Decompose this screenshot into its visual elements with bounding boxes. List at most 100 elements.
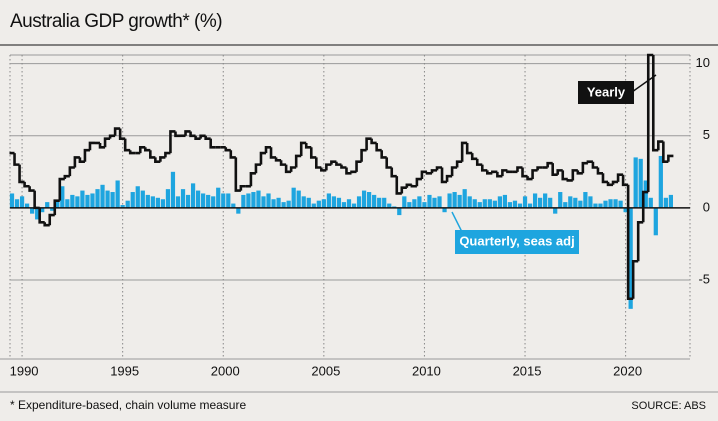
step-segment (551, 163, 558, 177)
bar (115, 180, 120, 208)
step-segment (113, 127, 121, 136)
bar (311, 203, 316, 208)
bar (457, 194, 462, 208)
bar (276, 197, 281, 208)
step-segment (63, 174, 70, 180)
bar (90, 193, 95, 208)
bar (402, 196, 407, 208)
bar (613, 199, 618, 208)
bar (538, 197, 543, 208)
step-segment (199, 134, 206, 139)
bar (452, 192, 457, 208)
step-segment (516, 166, 523, 172)
step-segment (621, 174, 629, 187)
x-tick-label: 2010 (412, 363, 441, 378)
step-segment (455, 160, 463, 168)
step-segment (279, 160, 287, 166)
step-segment (651, 55, 659, 152)
step-segment (395, 176, 402, 195)
bar (206, 194, 211, 208)
bar (422, 202, 427, 208)
bar (281, 202, 286, 208)
callout-pointer (631, 74, 657, 93)
step-segment (581, 161, 588, 174)
bar (377, 197, 382, 208)
step-segment (470, 153, 478, 161)
step-segment (43, 222, 50, 227)
bar (216, 187, 221, 208)
step-segment (98, 142, 106, 149)
bar (563, 202, 568, 208)
step-segment (405, 183, 412, 188)
bar (361, 190, 367, 208)
step-segment (108, 134, 116, 139)
bar (19, 196, 25, 208)
bar (301, 196, 306, 208)
step-segment (486, 170, 493, 175)
bar (236, 207, 241, 214)
bar (145, 194, 150, 208)
step-segment (239, 184, 246, 191)
bar (35, 207, 40, 220)
step-segment (103, 137, 111, 148)
bar (170, 171, 176, 208)
step-segment (269, 147, 277, 159)
bar (180, 189, 186, 208)
step-segment (335, 161, 342, 166)
bar (447, 193, 452, 208)
bar (427, 194, 432, 208)
step-segment (18, 164, 25, 184)
step-segment (123, 138, 131, 152)
step-segment (304, 142, 312, 149)
step-segment (224, 147, 231, 152)
bar (417, 196, 422, 208)
bar (165, 189, 171, 208)
x-tick-label: 2015 (513, 363, 542, 378)
bar (397, 207, 402, 216)
y-tick-label: -5 (698, 271, 710, 286)
step-segment (576, 170, 583, 175)
source: SOURCE: ABS (631, 400, 706, 412)
step-segment (616, 173, 624, 182)
legend-label: Quarterly, seas adj (459, 233, 574, 248)
bar (522, 196, 528, 208)
bar (175, 196, 181, 208)
step-segment (571, 169, 578, 181)
step-segment (430, 169, 438, 174)
step-segment (68, 166, 75, 177)
bar (543, 193, 548, 208)
bar (70, 194, 75, 208)
bar (387, 203, 392, 208)
step-segment (264, 146, 272, 154)
bar (226, 193, 231, 208)
bar (45, 202, 50, 208)
step-segment (143, 147, 151, 152)
bar (75, 196, 80, 208)
bar (266, 193, 271, 208)
step-segment (521, 167, 528, 178)
bar (155, 197, 160, 208)
callout-box (455, 230, 579, 254)
bar (482, 199, 487, 208)
bar (110, 192, 115, 208)
bar (30, 207, 35, 214)
bar (50, 207, 55, 211)
y-tick-label: 0 (703, 199, 710, 214)
step-segment (375, 142, 382, 152)
bar (367, 192, 372, 208)
series-callout: Quarterly, seas adj (451, 211, 579, 254)
step-segment (325, 163, 332, 171)
bar (643, 180, 648, 208)
bar (351, 203, 357, 208)
step-segment (596, 167, 603, 175)
step-segment (360, 148, 367, 162)
step-segment (249, 171, 256, 187)
bar (256, 190, 261, 208)
x-tick-label: 2020 (613, 363, 642, 378)
step-segment (48, 213, 55, 226)
step-segment (601, 173, 609, 184)
step-segment (38, 207, 45, 224)
step-segment (13, 153, 20, 166)
step-segment (445, 174, 453, 182)
bar (346, 199, 352, 208)
